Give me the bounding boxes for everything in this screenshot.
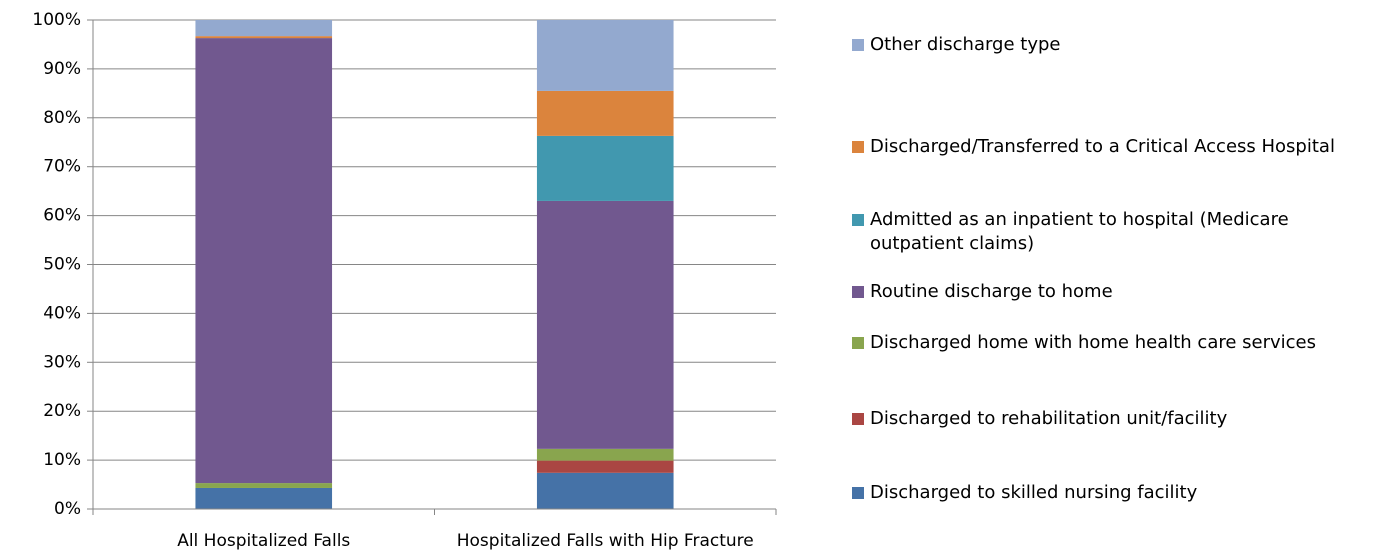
bar-segment xyxy=(195,38,333,484)
legend-label: Routine discharge to home xyxy=(870,281,1113,302)
legend-item: Other discharge type xyxy=(852,33,1382,57)
bar-segment xyxy=(536,448,674,461)
legend-item: Discharged home with home health care se… xyxy=(852,331,1382,355)
y-tick-label: 20% xyxy=(43,401,81,421)
x-tick-label: All Hospitalized Falls xyxy=(177,531,350,551)
legend-swatch xyxy=(852,487,864,499)
legend-item: Discharged to rehabilitation unit/facili… xyxy=(852,407,1382,431)
legend-label: Discharged home with home health care se… xyxy=(870,332,1317,353)
legend-label: Discharged/Transferred to a Critical Acc… xyxy=(870,136,1335,157)
bar-segment xyxy=(195,36,333,39)
y-tick-label: 50% xyxy=(43,255,81,275)
legend-label: Discharged to rehabilitation unit/facili… xyxy=(870,408,1228,429)
y-tick-label: 0% xyxy=(54,499,81,519)
bar-segment xyxy=(536,200,674,449)
legend-swatch xyxy=(852,39,864,51)
y-tick-label: 30% xyxy=(43,352,81,372)
bar-segment xyxy=(195,487,333,509)
legend-item: Routine discharge to home xyxy=(852,280,1382,304)
y-tick-label: 90% xyxy=(43,59,81,79)
legend-swatch xyxy=(852,214,864,226)
y-tick-label: 40% xyxy=(43,303,81,323)
bar-segment xyxy=(536,20,674,91)
bar-segment xyxy=(195,20,333,37)
legend-item: Discharged to skilled nursing facility xyxy=(852,481,1382,505)
bar-segment xyxy=(195,483,333,488)
y-tick-label: 70% xyxy=(43,157,81,177)
legend-label: Discharged to skilled nursing facility xyxy=(870,482,1198,503)
bar-segment xyxy=(536,90,674,136)
bar-segment xyxy=(536,135,674,201)
legend-label: Other discharge type xyxy=(870,34,1061,55)
legend-swatch xyxy=(852,337,864,349)
legend-swatch xyxy=(852,413,864,425)
legend-item: Admitted as an inpatient to hospital (Me… xyxy=(852,208,1382,256)
legend-swatch xyxy=(852,286,864,298)
y-tick-label: 60% xyxy=(43,206,81,226)
legend-label: Admitted as an inpatient to hospital (Me… xyxy=(870,209,1289,254)
y-tick-label: 10% xyxy=(43,450,81,470)
x-tick-label: Hospitalized Falls with Hip Fracture xyxy=(457,531,754,551)
bar-segment xyxy=(536,472,674,509)
y-tick-label: 100% xyxy=(32,10,81,30)
legend-item: Discharged/Transferred to a Critical Acc… xyxy=(852,135,1382,159)
y-tick-label: 80% xyxy=(43,108,81,128)
legend-swatch xyxy=(852,141,864,153)
bar-segment xyxy=(536,460,674,473)
